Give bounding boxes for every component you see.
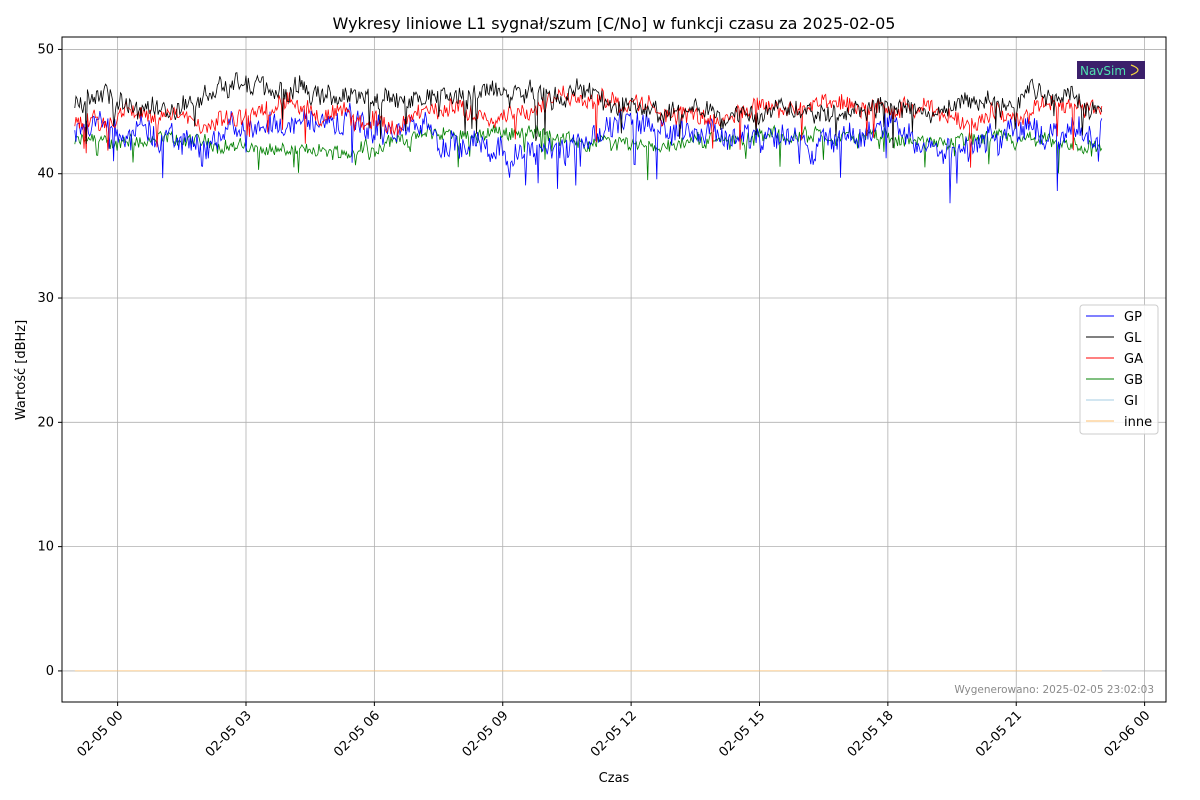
y-axis: 0 10 20 30 40 50 <box>37 42 62 679</box>
legend-label-gl: GL <box>1124 331 1142 346</box>
legend-label-gi: GI <box>1124 394 1138 409</box>
y-tick-label: 0 <box>46 664 54 679</box>
legend: GP GL GA GB GI inne <box>1079 304 1159 435</box>
y-tick-label: 40 <box>37 167 54 182</box>
legend-label-gp: GP <box>1124 310 1142 325</box>
plot-frame <box>61 36 1167 703</box>
generated-note: Wygenerowano: 2025-02-05 23:02:03 <box>954 684 1154 696</box>
logo-swoosh-icon <box>1130 64 1139 76</box>
series-line-gp <box>74 102 1103 204</box>
series-layer <box>74 72 1103 672</box>
chart-title: Wykresy liniowe L1 sygnał/szum [C/No] w … <box>333 14 896 33</box>
y-tick-label: 20 <box>37 415 54 430</box>
y-tick-label: 30 <box>37 291 54 306</box>
legend-label-ga: GA <box>1124 352 1143 367</box>
y-axis-label: Wartość [dBHz] <box>14 320 29 420</box>
y-tick-label: 10 <box>37 540 54 555</box>
navsim-logo: NavSim <box>1077 61 1145 79</box>
legend-label-inne: inne <box>1124 415 1152 430</box>
series-line-gl <box>74 72 1103 149</box>
y-tick-label: 50 <box>37 42 54 57</box>
logo-background <box>1077 61 1145 79</box>
x-axis-label: Czas <box>599 771 630 786</box>
series-line-ga <box>74 85 1103 168</box>
logo-text: NavSim <box>1080 64 1126 78</box>
legend-label-gb: GB <box>1124 373 1143 388</box>
